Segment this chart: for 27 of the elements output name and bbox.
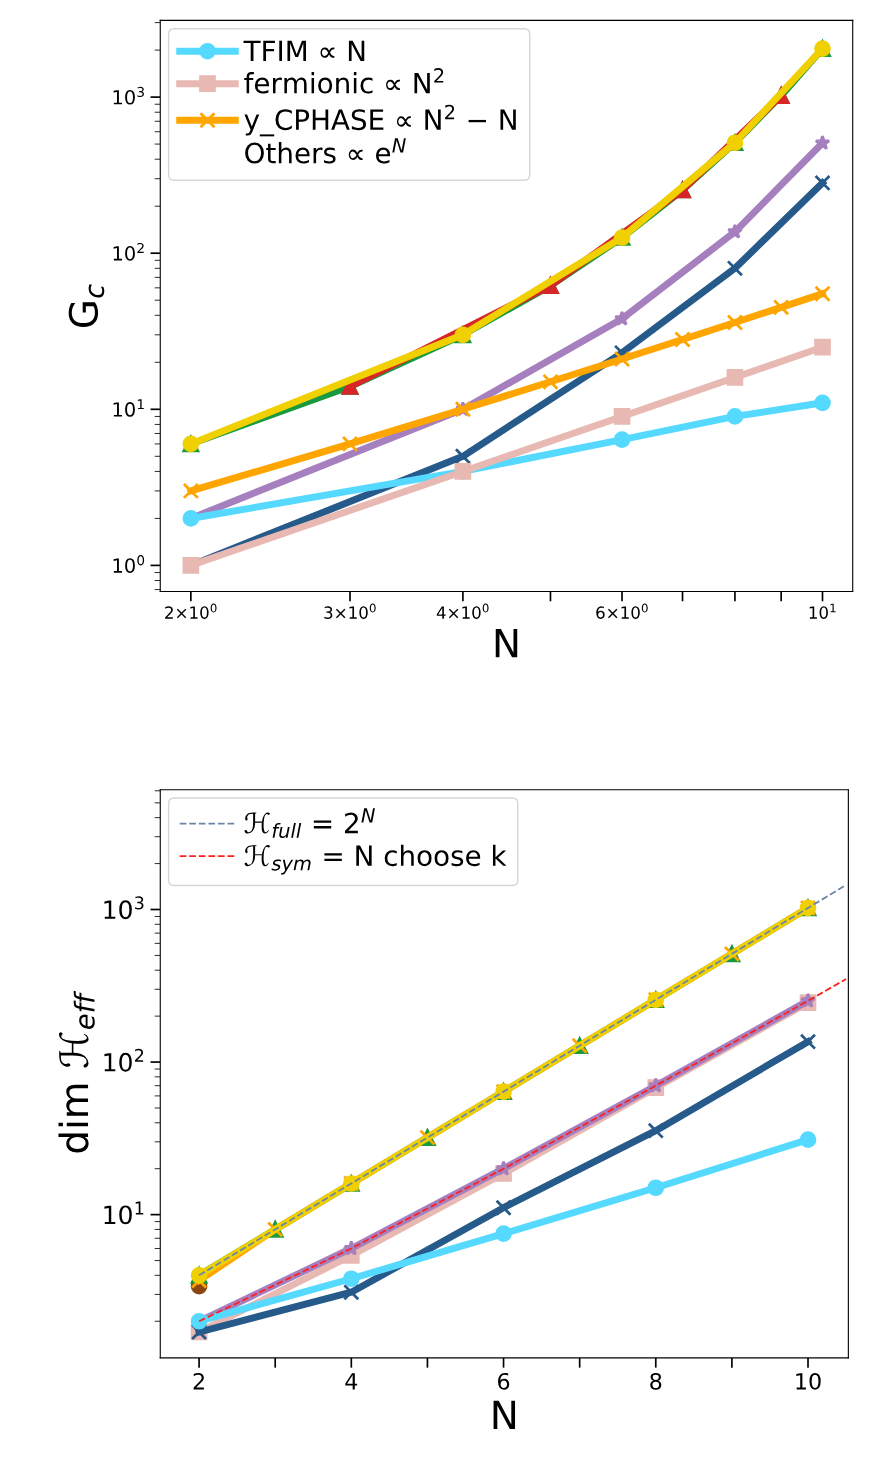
x-tick-label: 4×10$^{0}$: [436, 603, 489, 619]
y-tick-label: 10$^{3}$: [113, 86, 144, 105]
x-tick-label: 10$^{1}$: [809, 603, 836, 619]
annotation: Others ∝ e$^{N}$: [245, 138, 406, 164]
x-tick-label: 10: [796, 1372, 821, 1390]
legend-label: y_CPHASE ∝ N$^{2}$ − N: [244, 104, 516, 137]
y-axis-title: G$_{c}$: [68, 284, 105, 328]
x-tick-label: 8: [650, 1372, 662, 1390]
y-tick-label: 10$^{2}$: [113, 242, 144, 261]
legend-label: fermionic ∝ N$^{2}$: [244, 68, 444, 94]
x-tick-label: 2×10$^{0}$: [165, 603, 217, 619]
y-tick-label: 10$^{0}$: [113, 555, 145, 573]
x-tick-label: 6×10$^{0}$: [596, 603, 648, 619]
x-axis-title: N: [495, 629, 518, 658]
y-tick-label: 10$^{2}$: [104, 1048, 144, 1072]
legend-label: ℋ$_{full}$ = 2$^{N}$: [244, 808, 375, 839]
x-tick-label: 3×10$^{0}$: [324, 603, 376, 619]
y-axis-title: dim ℋ$_{eff}$: [58, 990, 95, 1153]
x-tick-label: 6: [498, 1372, 510, 1390]
legend-label: ℋ$_{sym}$ = N choose k: [244, 844, 507, 875]
x-axis-title: N: [493, 1400, 516, 1430]
y-tick-label: 10$^{1}$: [113, 399, 144, 417]
y-tick-label: 10$^{3}$: [104, 896, 144, 920]
y-tick-label: 10$^{1}$: [104, 1201, 144, 1225]
x-tick-label: 4: [345, 1373, 358, 1390]
x-tick-label: 2: [193, 1372, 204, 1390]
legend-label: TFIM ∝ N: [243, 40, 365, 61]
